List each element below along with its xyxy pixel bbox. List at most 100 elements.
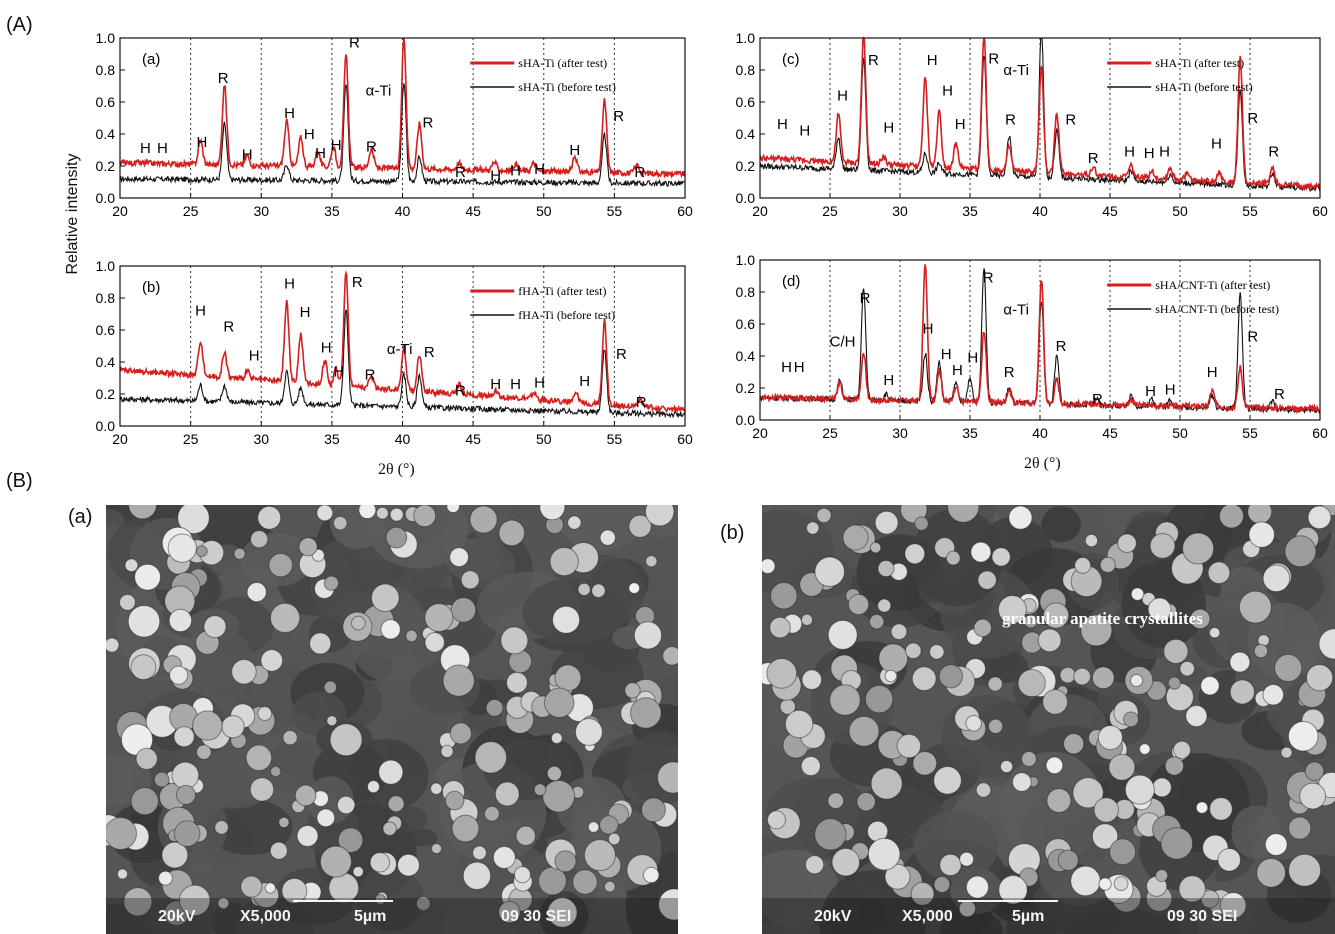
apatite-particle: [939, 853, 962, 877]
peak-annotation: R: [352, 274, 363, 291]
series-line-before: [119, 309, 686, 419]
micrograph-annotation-b: granular apatite crystallites: [1002, 609, 1203, 628]
x-tick-label: 60: [1312, 203, 1328, 219]
xrd-chart-b: 20 25 30 35 40 45 50 55 60 0.0 0.2 0.4 0.6 0.8 1.0 (b) f…: [96, 258, 693, 447]
y-tick-label: 0.6: [736, 94, 756, 110]
apatite-particle: [1000, 759, 1014, 774]
legend-label: sHA-Ti (before test): [518, 80, 616, 94]
x-tick-label: 45: [465, 431, 481, 447]
apatite-particle: [1063, 733, 1085, 755]
peak-annotation: H: [837, 87, 848, 104]
y-tick-label: 1.0: [96, 258, 116, 274]
apatite-particle: [316, 505, 334, 522]
sem-micrograph-b: granular apatite crystallites 20kV X5,00…: [762, 505, 1335, 934]
apatite-particle: [1130, 587, 1145, 601]
series-line-before: [759, 37, 1321, 193]
peak-annotation: H: [1159, 143, 1170, 160]
apatite-particle: [333, 515, 348, 531]
apatite-particle: [574, 718, 603, 746]
substrate-grain: [442, 892, 518, 934]
apatite-particle: [1042, 688, 1069, 715]
apatite-particle: [814, 556, 845, 587]
apatite-particle: [769, 616, 791, 639]
apatite-particle: [127, 605, 161, 638]
apatite-particle: [424, 632, 445, 653]
apatite-particle: [867, 837, 901, 871]
apatite-particle: [269, 602, 301, 634]
apatite-particle: [233, 547, 246, 560]
apatite-particle: [446, 505, 461, 514]
apatite-particle: [1229, 651, 1251, 673]
x-tick-label: 30: [253, 203, 269, 219]
apatite-particle: [192, 710, 223, 741]
apatite-particle: [249, 777, 275, 802]
apatite-particle: [106, 817, 138, 850]
apatite-particle: [203, 615, 227, 639]
x-tick-label: 20: [112, 431, 128, 447]
apatite-particle: [800, 756, 821, 777]
x-tick-label: 60: [677, 203, 693, 219]
apatite-particle: [380, 619, 401, 640]
apatite-particle: [1093, 797, 1119, 823]
peak-annotation: H: [923, 321, 934, 338]
apatite-particle: [1219, 892, 1247, 919]
peak-annotation: H: [955, 116, 966, 133]
apatite-particle: [264, 882, 276, 894]
x-tick-label: 55: [607, 203, 623, 219]
apatite-particle: [1248, 521, 1275, 548]
legend-label: fHA-Ti (before test): [518, 308, 615, 322]
apatite-particle: [870, 767, 903, 800]
apatite-particle: [442, 664, 475, 697]
y-tick-label: 1.0: [736, 30, 756, 46]
apatite-particle: [217, 897, 230, 910]
x-tick-label: 40: [1032, 203, 1048, 219]
apatite-particle: [450, 597, 477, 623]
x-tick-label: 45: [1102, 425, 1118, 441]
peak-annotation: H: [249, 347, 260, 364]
apatite-particle: [326, 715, 338, 727]
apatite-particle: [1073, 667, 1091, 686]
apatite-particle: [1091, 666, 1115, 690]
peak-annotation: H: [952, 362, 963, 379]
apatite-particle: [506, 671, 528, 694]
y-tick-label: 1.0: [736, 252, 756, 268]
apatite-particle: [358, 505, 377, 520]
apatite-particle: [1023, 614, 1038, 629]
y-tick-label: 0.6: [96, 322, 116, 338]
apatite-particle: [116, 868, 129, 880]
apatite-particle: [1288, 816, 1312, 840]
apatite-particle: [829, 684, 861, 716]
apatite-particle: [904, 543, 926, 565]
apatite-particle: [382, 821, 397, 836]
x-tick-label: 55: [607, 431, 623, 447]
substrate-grain: [357, 866, 424, 932]
apatite-particle: [336, 795, 356, 815]
peak-annotation: H: [1144, 145, 1155, 162]
y-tick-label: 0.2: [736, 380, 756, 396]
y-tick-label: 0.8: [736, 284, 756, 300]
apatite-particle: [449, 722, 472, 745]
substrate-grain: [913, 810, 998, 882]
legend-label: fHA-Ti (after test): [518, 284, 606, 298]
apatite-particle: [278, 816, 290, 829]
peak-annotation: R: [218, 70, 229, 87]
apatite-particle: [554, 664, 582, 692]
apatite-particle: [1274, 653, 1303, 683]
apatite-particle: [1008, 505, 1033, 530]
apatite-particle: [440, 744, 454, 758]
peak-annotation: R: [423, 115, 434, 132]
apatite-particle: [1163, 638, 1189, 664]
y-tick-label: 0.4: [96, 126, 116, 142]
apatite-particle: [987, 718, 1004, 734]
apatite-particle: [1045, 756, 1064, 775]
apatite-particle: [1108, 753, 1136, 781]
apatite-particle: [431, 843, 443, 855]
apatite-particle: [430, 782, 443, 795]
micrograph-voltage-b: 20kV: [814, 908, 852, 925]
apatite-particle: [1160, 827, 1194, 860]
micrograph-magnification-b: X5,000: [902, 908, 953, 925]
apatite-particle: [770, 581, 798, 610]
apatite-particle: [1306, 664, 1334, 692]
x-axis-label-right: 2θ (°): [1024, 455, 1061, 472]
apatite-particle: [657, 761, 678, 794]
